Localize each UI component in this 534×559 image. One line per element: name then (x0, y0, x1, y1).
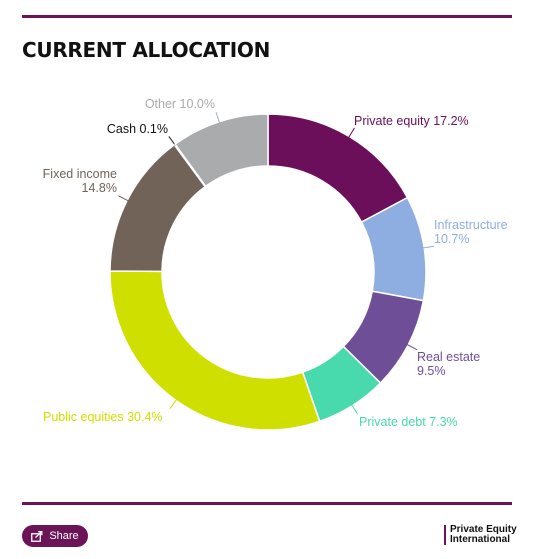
label-fixed-income: Fixed income 14.8% (43, 167, 117, 195)
label-infrastructure: Infrastructure 10.7% (434, 218, 508, 246)
label-public-equities: Public equities 30.4% (43, 410, 163, 424)
leader-private-equity (347, 127, 355, 139)
donut-chart: Private equity 17.2% Infrastructure 10.7% R… (43, 97, 508, 431)
leader-public-equities (169, 398, 178, 409)
brand-bar (444, 525, 446, 545)
top-rule (22, 15, 512, 18)
leader-private-debt (350, 403, 358, 415)
label-private-equity: Private equity 17.2% (354, 114, 469, 128)
share-button[interactable]: Share (22, 525, 88, 547)
leader-real-estate (406, 343, 418, 351)
leader-infrastructure (422, 245, 435, 249)
brand-logo: Private Equity International (444, 525, 517, 545)
slice-other (174, 113, 269, 188)
slice-public-equities (109, 270, 321, 431)
brand-line-2: International (450, 534, 511, 545)
label-other: Other 10.0% (145, 97, 215, 111)
share-label: Share (49, 530, 79, 542)
label-private-debt: Private debt 7.3% (359, 415, 458, 429)
label-real-estate: Real estate 9.5% (417, 350, 480, 378)
leader-other (215, 112, 221, 124)
label-cash: Cash 0.1% (107, 122, 168, 136)
brand-line-1: Private Equity (450, 524, 517, 535)
leader-fixed-income (118, 195, 130, 202)
share-icon (31, 530, 43, 542)
bottom-rule (22, 502, 512, 505)
chart-title: CURRENT ALLOCATION (22, 38, 271, 62)
slice-private-equity (267, 113, 409, 224)
